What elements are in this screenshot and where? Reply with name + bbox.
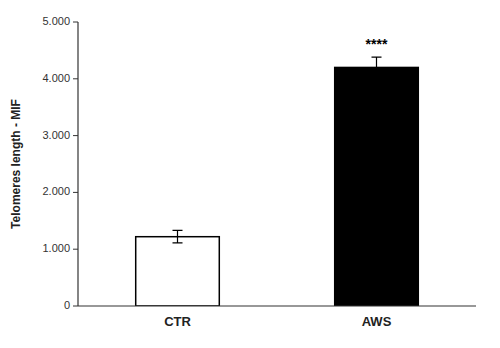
y-tick-label: 0 <box>64 299 70 311</box>
y-tick-label: 4.000 <box>42 72 70 84</box>
y-tick-label: 1.000 <box>42 242 70 254</box>
bar <box>335 67 419 306</box>
x-tick-label: CTR <box>164 314 191 329</box>
y-axis <box>77 22 78 306</box>
y-tick <box>73 78 78 79</box>
bars <box>136 57 419 306</box>
y-tick-label: 3.000 <box>42 129 70 141</box>
y-tick <box>73 135 78 136</box>
y-tick <box>73 22 78 23</box>
chart: 0 1.000 2.000 3.000 4.000 5.000 CTR AWS Telomere… <box>0 0 500 348</box>
annotation: **** <box>366 36 388 52</box>
y-tick <box>73 192 78 193</box>
x-axis <box>78 305 476 306</box>
y-tick <box>73 249 78 250</box>
error-bar <box>173 230 183 242</box>
y-tick-label: 5.000 <box>42 15 70 27</box>
x-tick-label: AWS <box>362 314 392 329</box>
y-axis-label: Telomeres length - MIF <box>9 99 23 229</box>
y-tick-label: 2.000 <box>42 185 70 197</box>
error-bar <box>372 57 382 77</box>
y-tick <box>73 306 78 307</box>
bar <box>136 237 220 306</box>
